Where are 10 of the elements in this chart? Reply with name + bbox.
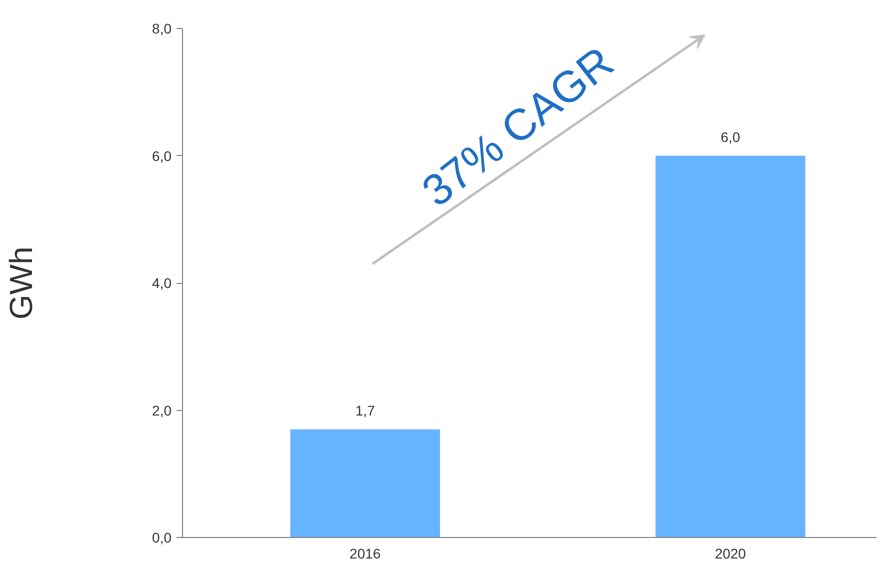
y-tick-label: 0,0 [152,530,172,546]
data-label: 1,7 [355,402,376,418]
data-label: 6,0 [720,128,740,145]
x-tick-label: 2020 [714,546,746,562]
y-tick-label: 6,0 [152,148,172,164]
y-axis-title: GWh [3,246,40,320]
y-tick-label: 4,0 [152,275,172,291]
y-tick-label: 8,0 [152,20,172,36]
y-tick-label: 2,0 [152,402,172,418]
x-tick-label: 2016 [350,546,381,562]
